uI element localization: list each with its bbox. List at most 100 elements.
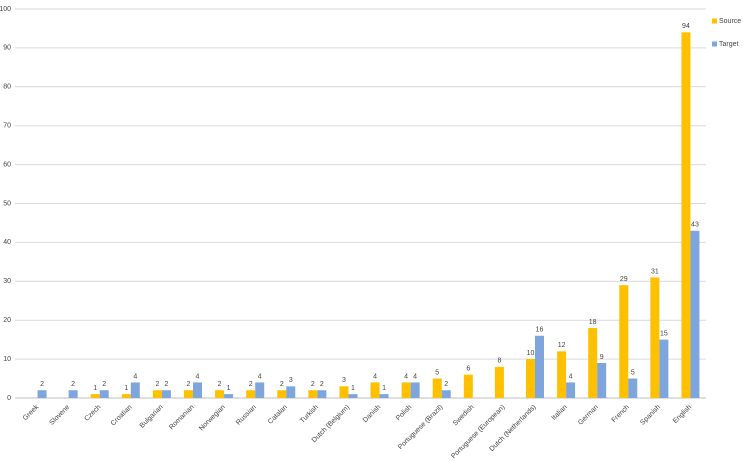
value-label: 2 xyxy=(71,381,75,388)
x-tick-label: English xyxy=(672,404,693,425)
x-tick-label: Greek xyxy=(22,403,41,422)
bar xyxy=(690,230,700,398)
value-label: 2 xyxy=(218,381,222,388)
x-tick-label: Romanian xyxy=(168,404,196,432)
legend-swatch xyxy=(712,41,717,47)
x-tick-label: Swedish xyxy=(452,404,476,428)
value-label: 4 xyxy=(196,373,200,380)
bar xyxy=(161,390,171,398)
value-label: 2 xyxy=(249,381,253,388)
bar xyxy=(370,382,380,398)
value-label: 18 xyxy=(589,319,597,326)
bar xyxy=(410,382,420,398)
x-tick-label: Norwegian xyxy=(198,404,227,433)
value-label: 4 xyxy=(373,373,377,380)
bar xyxy=(255,382,265,398)
x-tick-label: German xyxy=(577,404,600,427)
bar xyxy=(348,394,358,398)
y-tick-label: 60 xyxy=(3,161,11,168)
value-label: 16 xyxy=(536,327,544,334)
bar xyxy=(37,390,47,398)
value-label: 2 xyxy=(155,381,159,388)
y-tick-label: 40 xyxy=(3,239,11,246)
bar xyxy=(379,394,389,398)
bar xyxy=(152,390,162,398)
y-tick-label: 100 xyxy=(0,6,11,13)
bar xyxy=(68,390,78,398)
value-label: 2 xyxy=(164,381,168,388)
value-label: 3 xyxy=(342,377,346,384)
y-tick-label: 80 xyxy=(3,84,11,91)
bar xyxy=(681,32,691,399)
bar xyxy=(246,390,256,398)
bar xyxy=(566,382,576,398)
bar xyxy=(535,335,544,398)
value-label: 9 xyxy=(600,354,604,361)
bar xyxy=(90,394,100,398)
x-tick-label: Bulgarian xyxy=(139,404,165,430)
x-tick-label: Turkish xyxy=(299,404,320,425)
bar xyxy=(224,394,234,398)
value-label: 1 xyxy=(351,385,355,392)
value-label: 2 xyxy=(320,381,324,388)
x-tick-label: Italian xyxy=(551,404,569,422)
bar xyxy=(588,327,598,398)
value-label: 4 xyxy=(413,373,417,380)
bar xyxy=(308,390,318,398)
value-label: 94 xyxy=(682,23,690,30)
legend-swatch xyxy=(712,18,717,24)
value-label: 1 xyxy=(227,385,231,392)
value-label: 4 xyxy=(404,373,408,380)
y-tick-label: 20 xyxy=(3,317,11,324)
value-label: 6 xyxy=(466,366,470,373)
bar xyxy=(494,366,504,398)
value-label: 5 xyxy=(631,369,635,376)
value-label: 2 xyxy=(280,381,284,388)
x-tick-label: Czech xyxy=(83,404,102,423)
x-tick-label: Croatian xyxy=(110,404,134,428)
value-label: 8 xyxy=(497,358,501,365)
y-tick-label: 70 xyxy=(3,123,11,130)
bar xyxy=(463,374,473,398)
y-tick-label: 0 xyxy=(7,395,11,402)
value-label: 29 xyxy=(620,276,628,283)
bar xyxy=(130,382,140,398)
bar xyxy=(99,390,109,398)
value-label: 10 xyxy=(527,350,535,357)
bar xyxy=(286,386,296,398)
bar xyxy=(650,277,660,398)
bar xyxy=(121,394,131,398)
bar xyxy=(401,382,411,398)
value-label: 4 xyxy=(258,373,262,380)
x-tick-label: Portuguese (European) xyxy=(450,404,506,460)
bar xyxy=(557,351,567,398)
x-tick-label: Polish xyxy=(395,404,414,423)
bar xyxy=(619,285,629,398)
value-label: 1 xyxy=(382,385,386,392)
bar xyxy=(317,390,327,398)
value-label: 2 xyxy=(187,381,191,388)
value-label: 5 xyxy=(435,369,439,376)
bar xyxy=(277,390,287,398)
bar xyxy=(441,390,451,398)
value-label: 2 xyxy=(311,381,315,388)
x-tick-label: Slovene xyxy=(49,404,72,427)
bar xyxy=(432,378,442,398)
value-label: 31 xyxy=(651,268,659,275)
bar xyxy=(628,378,638,398)
bar xyxy=(339,386,349,398)
bar xyxy=(526,359,535,398)
y-tick-label: 50 xyxy=(3,200,11,207)
y-tick-label: 10 xyxy=(3,356,11,363)
value-label: 2 xyxy=(40,381,44,388)
value-label: 1 xyxy=(93,385,97,392)
legend-label: Source xyxy=(719,18,741,25)
value-label: 1 xyxy=(124,385,128,392)
value-label: 4 xyxy=(569,373,573,380)
legend-label: Target xyxy=(719,41,739,48)
bar xyxy=(193,382,202,398)
value-label: 43 xyxy=(691,222,699,229)
value-label: 2 xyxy=(102,381,106,388)
value-label: 4 xyxy=(133,373,137,380)
